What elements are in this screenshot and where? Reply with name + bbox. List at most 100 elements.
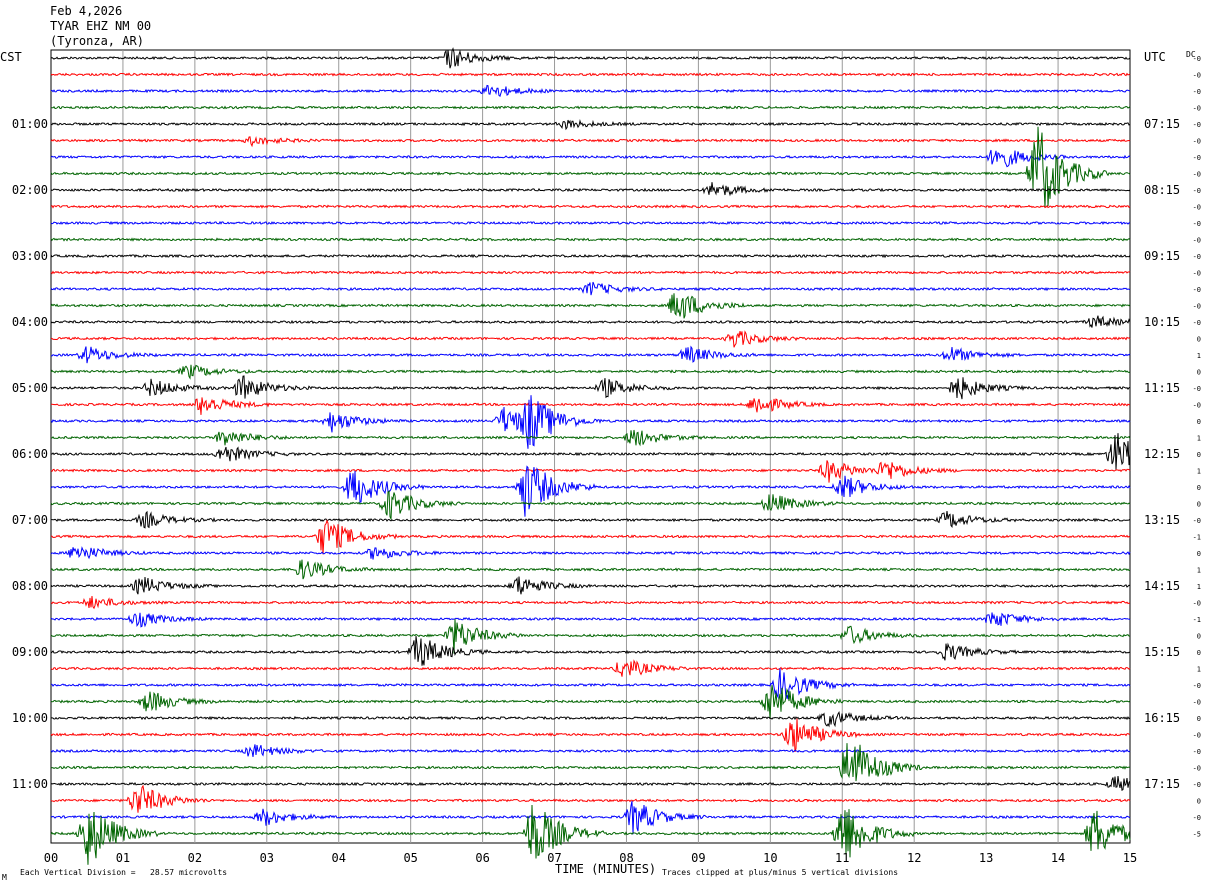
utc-hour-label: 07:15 xyxy=(1144,117,1180,131)
seismic-trace xyxy=(50,519,1131,555)
dc-offset-label: 0 xyxy=(1197,798,1201,806)
dc-offset-label: -0 xyxy=(1193,55,1201,63)
seismic-trace xyxy=(50,126,1131,208)
x-tick-label: 11 xyxy=(835,851,849,865)
dc-offset-label: -0 xyxy=(1193,765,1201,773)
seismic-trace xyxy=(50,776,1131,792)
x-tick-label: 13 xyxy=(979,851,993,865)
seismic-trace xyxy=(50,270,1131,275)
utc-hour-label: 12:15 xyxy=(1144,447,1180,461)
cst-hour-label: 05:00 xyxy=(12,381,48,395)
x-axis-title: TIME (MINUTES) xyxy=(555,862,657,876)
dc-offset-label: -0 xyxy=(1193,286,1201,294)
seismic-trace xyxy=(50,345,1131,364)
vertical-scale-note: Each Vertical Division = 28.57 microvolt… xyxy=(20,868,228,877)
cst-hour-label: 03:00 xyxy=(12,249,48,263)
x-tick-label: 06 xyxy=(475,851,489,865)
x-tick-label: 05 xyxy=(403,851,417,865)
dc-offset-label: -0 xyxy=(1193,187,1201,195)
dc-offset-label: -0 xyxy=(1193,781,1201,789)
cst-hour-label: 08:00 xyxy=(12,579,48,593)
x-tick-label: 14 xyxy=(1051,851,1065,865)
seismic-trace xyxy=(50,281,1131,296)
dc-offset-label: 0 xyxy=(1197,550,1201,558)
seismic-trace xyxy=(50,136,1131,148)
x-tick-label: 03 xyxy=(260,851,274,865)
dc-offset-label: -0 xyxy=(1193,88,1201,96)
dc-offset-label: -0 xyxy=(1193,204,1201,212)
seismic-trace xyxy=(50,364,1131,380)
seismic-trace xyxy=(50,204,1131,209)
plot-date: Feb 4,2026 xyxy=(50,4,123,18)
seismic-trace xyxy=(50,397,1131,415)
dc-offset-label: 1 xyxy=(1197,583,1201,591)
dc-header: DC xyxy=(1186,50,1196,59)
dc-offset-label: -0 xyxy=(1193,220,1201,228)
dc-offset-label: -0 xyxy=(1193,72,1201,80)
seismic-trace xyxy=(50,618,1131,654)
dc-offset-label: -0 xyxy=(1193,748,1201,756)
dc-offset-label: -0 xyxy=(1193,154,1201,162)
station-code: TYAR EHZ NM 00 xyxy=(50,19,152,33)
seismic-trace xyxy=(50,612,1131,628)
right-timezone-label: UTC xyxy=(1144,50,1166,64)
x-tick-label: 00 xyxy=(44,851,58,865)
dc-offset-label: -0 xyxy=(1193,138,1201,146)
x-tick-label: 12 xyxy=(907,851,921,865)
x-tick-label: 08 xyxy=(619,851,633,865)
seismic-trace xyxy=(50,576,1131,595)
seismic-trace xyxy=(50,659,1131,677)
dc-offset-label: 0 xyxy=(1197,715,1201,723)
cst-hour-label: 06:00 xyxy=(12,447,48,461)
x-tick-label: 10 xyxy=(763,851,777,865)
utc-hour-label: 08:15 xyxy=(1144,183,1180,197)
dc-offset-label: -0 xyxy=(1193,517,1201,525)
dc-offset-label: -0 xyxy=(1193,171,1201,179)
dc-offset-label: -0 xyxy=(1193,699,1201,707)
dc-offset-label: 1 xyxy=(1197,468,1201,476)
dc-offset-label: -0 xyxy=(1193,105,1201,113)
seismic-trace xyxy=(51,429,1131,447)
dc-offset-label: 1 xyxy=(1197,666,1201,674)
dc-offset-label: -0 xyxy=(1193,814,1201,822)
dc-offset-label: -1 xyxy=(1193,534,1201,542)
left-timezone-label: CST xyxy=(0,50,22,64)
seismic-trace xyxy=(51,510,1131,529)
dc-offset-label: -0 xyxy=(1193,319,1201,327)
seismic-trace xyxy=(50,182,1131,197)
seismic-trace xyxy=(50,800,1131,835)
seismic-trace xyxy=(50,784,1131,813)
utc-hour-label: 16:15 xyxy=(1144,711,1180,725)
station-location: (Tyronza, AR) xyxy=(50,34,144,48)
dc-offset-label: 1 xyxy=(1197,567,1201,575)
seismic-trace xyxy=(50,237,1131,242)
x-tick-label: 02 xyxy=(188,851,202,865)
seismic-trace xyxy=(50,72,1131,77)
dc-offset-label: 0 xyxy=(1197,501,1201,509)
seismic-trace xyxy=(50,84,1131,98)
utc-hour-label: 14:15 xyxy=(1144,579,1180,593)
x-tick-label: 15 xyxy=(1123,851,1137,865)
seismic-trace xyxy=(50,460,1131,483)
utc-hour-label: 09:15 xyxy=(1144,249,1180,263)
dc-offset-label: -1 xyxy=(1193,616,1201,624)
dc-offset-label: -5 xyxy=(1193,831,1201,839)
dc-offset-label: -0 xyxy=(1193,253,1201,261)
x-tick-label: 07 xyxy=(547,851,561,865)
utc-hour-label: 10:15 xyxy=(1144,315,1180,329)
dc-offset-label: 0 xyxy=(1197,451,1201,459)
dc-offset-label: -0 xyxy=(1193,732,1201,740)
seismic-trace xyxy=(50,119,1131,131)
cst-hour-label: 02:00 xyxy=(12,183,48,197)
seismic-trace xyxy=(50,375,1131,400)
seismic-trace xyxy=(50,559,1131,580)
dc-offset-label: -0 xyxy=(1193,402,1201,410)
seismic-trace xyxy=(50,293,1131,319)
seismic-trace xyxy=(51,105,1131,110)
seismic-trace xyxy=(50,489,1131,521)
utc-hour-label: 11:15 xyxy=(1144,381,1180,395)
dc-offset-label: 0 xyxy=(1197,633,1201,641)
utc-hour-label: 15:15 xyxy=(1144,645,1180,659)
dc-offset-label: -0 xyxy=(1193,600,1201,608)
